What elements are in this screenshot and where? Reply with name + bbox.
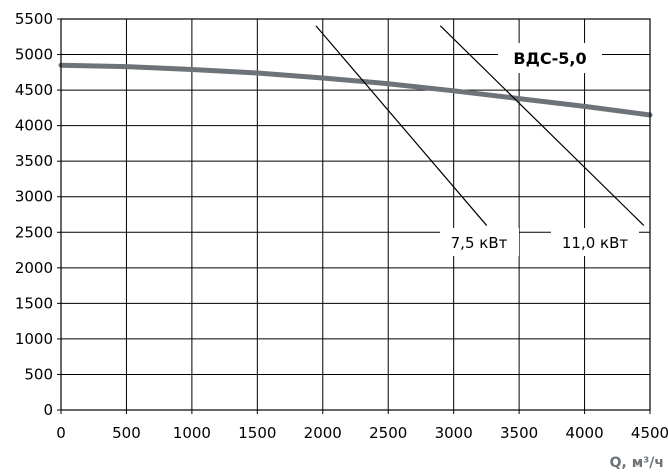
series-line-7-5-kw	[315, 25, 487, 226]
x-tick-label: 4000	[565, 424, 603, 442]
x-tick-label: 3000	[435, 424, 473, 442]
xlabel-background	[590, 452, 668, 472]
y-tick-label: 500	[24, 365, 53, 383]
y-tick-label: 5000	[15, 46, 53, 64]
y-tick-label: 5500	[15, 10, 53, 28]
y-tick-label: 3500	[15, 152, 53, 170]
x-tick-label: 0	[56, 424, 66, 442]
y-tick-label: 1500	[15, 294, 53, 312]
series-label-background-11-0	[551, 228, 639, 256]
chart-title: ВДС-5,0	[513, 49, 586, 68]
y-tick-label: 4000	[15, 117, 53, 135]
x-tick-label: 500	[112, 424, 141, 442]
y-tick-label: 0	[43, 401, 53, 419]
x-tick-label: 3500	[500, 424, 538, 442]
series-label-11-0-kw: 11,0 кВт	[562, 234, 629, 252]
y-tick-label: 4500	[15, 81, 53, 99]
x-tick-label: 1000	[173, 424, 211, 442]
x-tick-label: 4500	[631, 424, 668, 442]
series-label-background-7-5	[440, 228, 519, 256]
x-tick-label: 1500	[238, 424, 276, 442]
y-tick-label: 2000	[15, 259, 53, 277]
label-boxes	[440, 43, 668, 472]
series-line-vds-5-0	[58, 62, 653, 118]
series-label-7-5-kw: 7,5 кВт	[451, 234, 508, 252]
y-tick-label: 1000	[15, 330, 53, 348]
x-tick-label: 2500	[369, 424, 407, 442]
ticks: 0 500 1000 1500 2000 2500 3000 3500 4000 4500 0 500…	[15, 10, 668, 442]
x-axis-label: Q, м³/ч	[610, 455, 664, 471]
title-background	[498, 43, 602, 73]
y-tick-label: 3000	[15, 188, 53, 206]
plot-frame	[60, 18, 651, 411]
y-tick-label: 2500	[15, 223, 53, 241]
series-line-11-0-kw	[440, 25, 645, 226]
x-tick-label: 2000	[304, 424, 342, 442]
series-lines	[58, 25, 653, 226]
